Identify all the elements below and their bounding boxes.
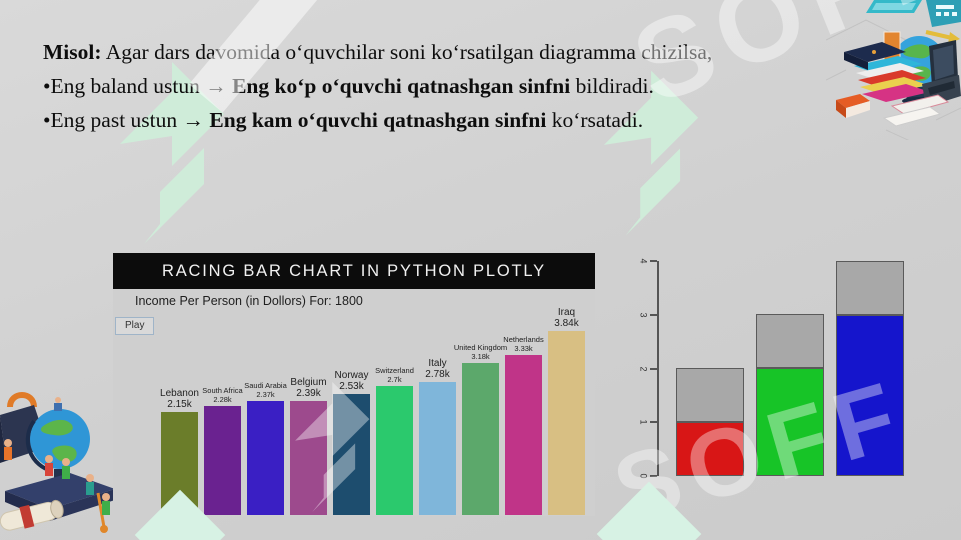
paragraph-misol: Misol: Agar dars davomida o‘quvchilar so… xyxy=(43,36,825,70)
bullet-icon: • xyxy=(43,73,51,98)
plotly-bar-group: Netherlands 3.33k xyxy=(503,335,544,515)
plotly-bar xyxy=(419,382,456,515)
plotly-bar-group: United Kingdom 3.18k xyxy=(454,343,507,515)
plotly-bar-label: Iraq 3.84k xyxy=(554,306,579,329)
graduation-cap-icon xyxy=(844,42,906,70)
bullet1-pre: Eng baland ustun → xyxy=(50,73,233,98)
misol-label: Misol: xyxy=(43,40,102,64)
chart-subtitle: Income Per Person (in Dollors) For: 1800 xyxy=(135,294,363,308)
y-axis-tick-label: 4 xyxy=(638,258,649,264)
notebook-icon xyxy=(882,94,950,127)
person-icon xyxy=(102,493,110,515)
plotly-bar-group: Belgium 2.39k xyxy=(290,377,327,515)
bullet2-pre: Eng past ustun → xyxy=(50,107,210,132)
plotly-bar-label: Saudi Arabia 2.37k xyxy=(244,381,287,399)
plotly-bars-row: Lebanon 2.15k South Africa 2.28k Saudi Arabi… xyxy=(160,307,585,515)
y-axis-tick xyxy=(650,421,657,424)
diploma-scroll-icon xyxy=(0,499,64,531)
plotly-bar-group: Iraq 3.84k xyxy=(548,307,585,515)
plotly-bar-label: Italy 2.78k xyxy=(425,357,450,380)
person-icon xyxy=(62,458,70,479)
block-chart-panel: 0 1 2 3 4 xyxy=(638,243,940,498)
slide-text-block: Misol: Agar dars davomida o‘quvchilar so… xyxy=(43,36,825,137)
y-axis-tick xyxy=(650,475,657,477)
person-icon xyxy=(54,397,62,411)
orange-book-icon xyxy=(836,94,870,118)
colored-segment xyxy=(836,315,904,476)
y-axis-tick-label: 0 xyxy=(638,473,649,479)
stacked-bar-group xyxy=(836,261,904,476)
keyboard-icon xyxy=(866,0,922,13)
plotly-bar xyxy=(505,355,542,515)
plotly-bar-label: South Africa 2.28k xyxy=(202,386,243,404)
plotly-bar-label: Belgium 2.39k xyxy=(290,376,327,399)
plotly-bar-label: Netherlands 3.33k xyxy=(503,335,544,353)
bullet1-bold: Eng ko‘p o‘quvchi qatnashgan sinfni xyxy=(232,73,571,98)
plotly-bar-group: Norway 2.53k xyxy=(333,370,370,515)
y-axis-tick-label: 3 xyxy=(638,312,649,318)
globe-graduation-illustration-bottom-left xyxy=(0,392,115,533)
bullet-line-1: •Eng baland ustun → Eng ko‘p o‘quvchi qa… xyxy=(43,70,825,104)
colored-segment xyxy=(756,368,824,476)
gray-cap-segment xyxy=(676,368,744,422)
y-axis-tick xyxy=(650,313,657,316)
book-stack-icon xyxy=(854,31,930,102)
globe-icon xyxy=(25,397,90,489)
y-axis-tick xyxy=(650,260,657,262)
plotly-bar-group: South Africa 2.28k xyxy=(202,386,243,515)
plotly-bar-label: Lebanon 2.15k xyxy=(160,387,199,410)
calculator-icon xyxy=(926,0,961,27)
colored-segment xyxy=(676,422,744,476)
plotly-bar xyxy=(333,394,370,515)
stacked-bar-group xyxy=(756,314,824,476)
plotly-bar xyxy=(204,406,241,515)
misol-text: Agar dars davomida o‘quvchilar soni ko‘r… xyxy=(101,40,713,64)
handle-icon xyxy=(7,392,37,408)
person-icon xyxy=(4,439,12,460)
plotly-bar-group: Switzerland 2.7k xyxy=(375,366,414,515)
y-axis-tick-label: 2 xyxy=(638,365,649,372)
education-illustration-top-right xyxy=(826,0,961,140)
arrow-icon xyxy=(925,30,960,44)
bullet2-post: ko‘rsatadi. xyxy=(546,107,644,132)
gray-cap-segment xyxy=(836,261,904,315)
bullet1-post: bildiradi. xyxy=(570,73,654,98)
plotly-bar xyxy=(290,401,327,515)
chart-title-bar: RACING BAR CHART IN PYTHON PLOTLY xyxy=(113,253,595,289)
gray-cap-segment xyxy=(756,314,824,368)
plotly-bar-group: Saudi Arabia 2.37k xyxy=(244,381,287,515)
plotly-bar-label: United Kingdom 3.18k xyxy=(453,343,508,361)
y-axis-tick-label: 1 xyxy=(638,419,649,425)
plotly-chart-panel: RACING BAR CHART IN PYTHON PLOTLY Income… xyxy=(113,253,595,516)
person-icon xyxy=(86,474,94,495)
plotly-bar xyxy=(247,401,284,515)
iso-grid-lines xyxy=(826,19,961,140)
person-icon xyxy=(45,455,53,476)
bullet2-bold: Eng kam o‘quvchi qatnashgan sinfni xyxy=(209,107,547,132)
stacked-bar-group xyxy=(676,368,744,476)
plotly-bar xyxy=(376,386,413,515)
plotly-bar xyxy=(462,363,499,515)
plotly-bar-label: Norway 2.53k xyxy=(334,369,369,392)
play-button[interactable]: Play xyxy=(115,317,155,335)
plotly-bar xyxy=(548,331,585,515)
bullet-line-2: •Eng past ustun → Eng kam o‘quvchi qatna… xyxy=(43,104,825,138)
y-axis-tick xyxy=(650,367,657,370)
bullet-icon: • xyxy=(43,107,51,132)
plotly-bar-group: Italy 2.78k xyxy=(419,358,456,515)
y-axis-line xyxy=(657,261,659,476)
plotly-bar-label: Switzerland 2.7k xyxy=(375,366,414,384)
